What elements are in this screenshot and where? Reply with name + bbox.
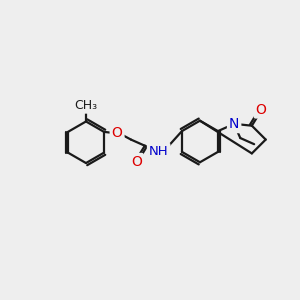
Text: NH: NH <box>149 145 169 158</box>
Text: CH₃: CH₃ <box>74 99 98 112</box>
Text: O: O <box>256 103 266 116</box>
Text: O: O <box>131 155 142 169</box>
Text: O: O <box>112 126 122 140</box>
Text: N: N <box>229 117 239 131</box>
